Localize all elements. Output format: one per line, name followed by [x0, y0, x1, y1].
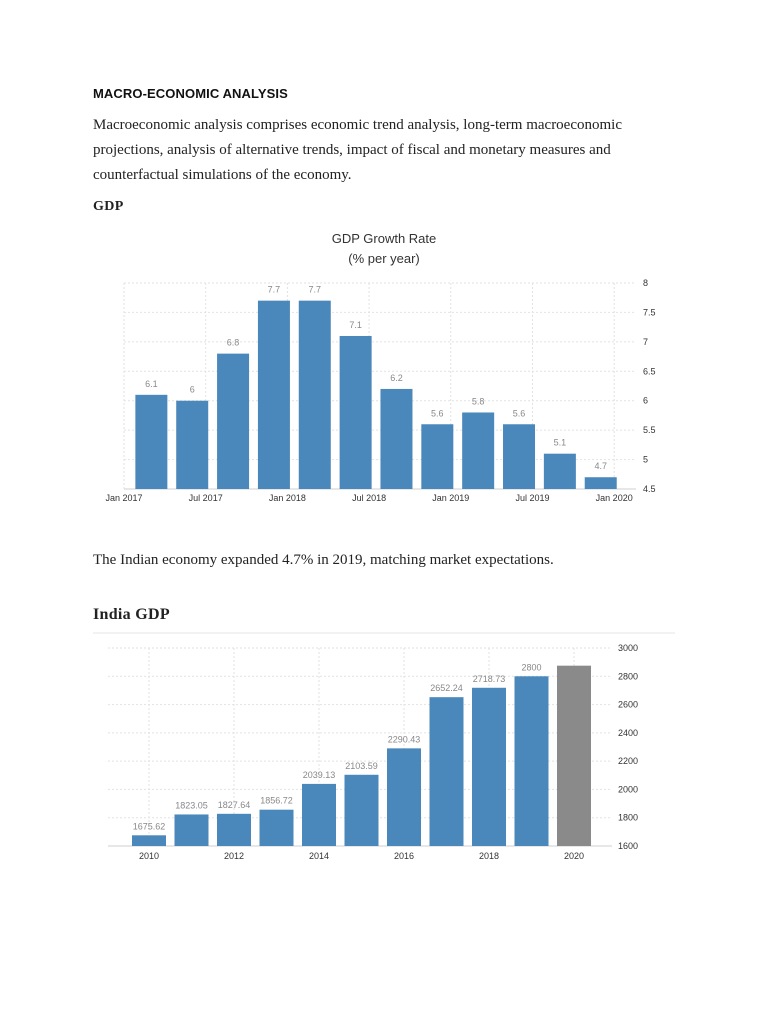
chart2-bars [132, 665, 591, 846]
chart2-data-labels: 1675.62 1823.05 1827.64 1856.72 2039.13 2103.… [133, 662, 542, 831]
summary-sentence: The Indian economy expanded 4.7% in 2019… [93, 552, 554, 568]
chart2-x-tick-label: 2014 [309, 851, 329, 861]
chart2-data-label: 2800 [521, 662, 541, 672]
chart1-data-label: 6.2 [390, 373, 403, 383]
chart2-y-tick-label: 3000 [618, 643, 638, 653]
india-gdp-chart: 1675.62 1823.05 1827.64 1856.72 2039.13 2103.… [93, 632, 675, 861]
chart1-x-tick-label: Jan 2019 [432, 493, 469, 503]
page-heading: MACRO-ECONOMIC ANALYSIS [93, 86, 288, 101]
chart2-y-axis: 3000 2800 2600 2400 2200 2000 1800 1600 [618, 643, 638, 851]
chart1-y-tick-label: 7.5 [643, 307, 656, 317]
chart2-x-tick-label: 2018 [479, 851, 499, 861]
chart1-data-label: 5.6 [431, 408, 444, 418]
chart2-x-tick-label: 2010 [139, 851, 159, 861]
chart1-bar [584, 477, 617, 489]
chart1-data-label: 5.8 [472, 396, 485, 406]
chart2-data-label: 2290.43 [388, 734, 421, 744]
chart1-data-label: 6.8 [227, 338, 240, 348]
chart2-data-label: 2652.24 [430, 683, 463, 693]
chart2-data-label: 1856.72 [260, 796, 293, 806]
india-gdp-section-title: India GDP [93, 606, 170, 623]
chart2-bar [514, 676, 549, 846]
chart1-x-tick-label: Jan 2020 [596, 493, 633, 503]
chart1-data-label: 6 [190, 385, 195, 395]
chart2-bar [259, 809, 294, 846]
chart1-data-label: 6.1 [145, 379, 158, 389]
chart1-data-label: 4.7 [594, 461, 607, 471]
chart2-y-tick-label: 2200 [618, 756, 638, 766]
chart1-y-tick-label: 5 [643, 455, 648, 465]
chart1-bar [503, 424, 536, 489]
chart1-y-tick-label: 6.5 [643, 366, 656, 376]
chart1-y-axis: 8 7.5 7 6.5 6 5.5 5 4.5 [643, 278, 656, 494]
chart1-data-label: 5.6 [513, 408, 526, 418]
chart1-x-axis: Jan 2017 Jul 2017 Jan 2018 Jul 2018 Jan 2019… [105, 493, 632, 503]
gdp-growth-rate-chart: GDP Growth Rate (% per year) 6.1 6 6.8 7.7 7… [105, 231, 656, 503]
chart1-x-tick-label: Jul 2017 [189, 493, 223, 503]
chart2-y-tick-label: 2400 [618, 728, 638, 738]
intro-paragraph: Macroeconomic analysis comprises economi… [93, 117, 622, 183]
chart2-y-tick-label: 1800 [618, 813, 638, 823]
chart2-data-label: 2103.59 [345, 761, 378, 771]
chart1-subtitle: (% per year) [348, 251, 420, 266]
chart2-data-label: 1823.05 [175, 800, 208, 810]
chart1-data-label: 5.1 [554, 438, 567, 448]
chart1-y-tick-label: 6 [643, 396, 648, 406]
chart2-data-label: 2718.73 [473, 674, 506, 684]
chart2-data-label: 2039.13 [303, 770, 336, 780]
chart1-data-label: 7.7 [309, 285, 322, 295]
chart1-y-tick-label: 5.5 [643, 425, 656, 435]
chart1-bars [135, 300, 617, 489]
chart2-bar [344, 774, 379, 846]
chart2-forecast-bar [557, 665, 591, 846]
chart2-x-tick-label: 2016 [394, 851, 414, 861]
chart1-data-label: 7.7 [268, 285, 281, 295]
chart1-y-tick-label: 4.5 [643, 484, 656, 494]
chart2-bar [174, 814, 209, 846]
chart1-x-tick-label: Jan 2017 [105, 493, 142, 503]
chart2-bar [387, 748, 421, 846]
chart1-bar [135, 394, 168, 489]
chart1-data-labels: 6.1 6 6.8 7.7 7.7 7.1 6.2 5.6 5.8 5.6 5.1 4.7 [145, 285, 607, 472]
chart2-bar [472, 687, 506, 846]
chart1-x-tick-label: Jul 2019 [515, 493, 549, 503]
chart2-y-tick-label: 2000 [618, 784, 638, 794]
chart1-y-tick-label: 8 [643, 278, 648, 288]
chart2-data-label: 1675.62 [133, 821, 166, 831]
chart2-y-tick-label: 2600 [618, 700, 638, 710]
chart1-bar [543, 453, 576, 489]
chart1-data-label: 7.1 [349, 320, 362, 330]
chart1-x-tick-label: Jul 2018 [352, 493, 386, 503]
chart1-bar [217, 353, 250, 489]
gdp-section-title: GDP [93, 199, 124, 214]
chart1-title: GDP Growth Rate [332, 231, 437, 246]
chart2-bar [302, 783, 336, 846]
chart1-bar [462, 412, 495, 489]
chart1-y-tick-label: 7 [643, 337, 648, 347]
chart2-data-label: 1827.64 [218, 800, 251, 810]
chart2-bar [132, 835, 166, 846]
chart1-grid [123, 282, 636, 490]
chart2-bar [429, 697, 464, 846]
chart1-bar [421, 424, 454, 489]
chart2-x-tick-label: 2012 [224, 851, 244, 861]
chart2-x-tick-label: 2020 [564, 851, 584, 861]
chart1-bar [257, 300, 290, 489]
chart2-y-tick-label: 1600 [618, 841, 638, 851]
chart1-bar [380, 388, 413, 489]
chart2-y-tick-label: 2800 [618, 671, 638, 681]
chart1-bar [298, 300, 331, 489]
chart1-x-tick-label: Jan 2018 [269, 493, 306, 503]
chart1-bar [176, 400, 209, 489]
chart1-bar [339, 335, 372, 489]
chart2-x-axis: 2010 2012 2014 2016 2018 2020 [139, 851, 584, 861]
chart2-bar [217, 813, 251, 846]
